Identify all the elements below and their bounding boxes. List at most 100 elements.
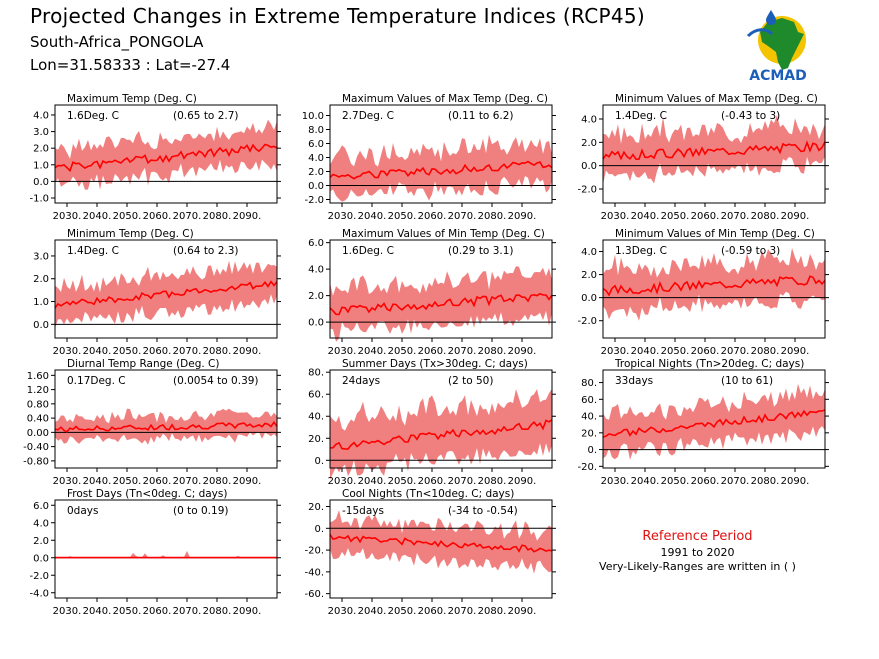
chart-fd: 6.0 4.0 2.0 0.0 -2.0 -4.0 2030. 2040. 2050. 2060.… — [29, 488, 281, 617]
median-line — [54, 143, 278, 173]
median-line — [602, 409, 826, 438]
x-tick-label: 2040. — [631, 346, 660, 357]
chart-su: 80.60.40.20.0.2030. 2040. 2050. 2060. 2070. 2… — [308, 358, 556, 487]
x-tick-label: 2080. — [203, 606, 232, 617]
plot-frame — [329, 239, 553, 339]
x-tick-label: 2080. — [478, 476, 507, 487]
x-tick-label: 2030. — [601, 346, 630, 357]
x-tick-label: 2040. — [631, 476, 660, 487]
y-tick-label: -40. — [304, 567, 324, 578]
chart-title: Minimum Temp (Deg. C) — [67, 228, 194, 240]
y-tick-label: 0. — [587, 445, 597, 456]
y-tick-label: 0. — [314, 456, 324, 467]
x-tick-label: 2060. — [691, 476, 720, 487]
x-tick-label: 2030. — [328, 606, 357, 617]
chart-range: (0.0054 to 0.39) — [173, 375, 259, 387]
y-tick-label: 4.0 — [581, 247, 597, 258]
x-tick-label: 2060. — [418, 211, 447, 222]
median-line — [602, 140, 826, 161]
y-tick-label: 0.80 — [27, 399, 49, 410]
x-tick-label: 2040. — [358, 476, 387, 487]
x-tick-label: 2060. — [143, 476, 172, 487]
y-tick-label: 0.0 — [308, 318, 324, 329]
x-tick-label: 2060. — [143, 346, 172, 357]
x-tick-label: 2080. — [478, 606, 507, 617]
y-tick-label: 6.0 — [308, 238, 324, 249]
y-tick-label: 3.0 — [33, 127, 49, 138]
x-tick-label: 2070. — [173, 476, 202, 487]
y-tick-label: 40. — [581, 412, 597, 423]
chart-title: Maximum Temp (Deg. C) — [67, 93, 197, 105]
chart-range: (-0.43 to 3) — [721, 110, 780, 122]
median-line — [329, 419, 553, 450]
x-tick-label: 2050. — [388, 211, 417, 222]
y-tick-label: -2.0 — [29, 571, 49, 582]
y-tick-label: 1.0 — [33, 297, 49, 308]
median-line — [54, 420, 278, 433]
y-tick-label: 2.0 — [581, 138, 597, 149]
x-tick-label: 2080. — [478, 346, 507, 357]
x-tick-label: 2050. — [661, 476, 690, 487]
y-tick-label: 4.0 — [581, 115, 597, 126]
y-tick-label: 4.0 — [308, 153, 324, 164]
y-tick-label: -0.40 — [23, 442, 49, 453]
range-band — [55, 550, 277, 558]
chart-summary: 24days — [342, 375, 380, 387]
y-tick-label: 2.0 — [308, 167, 324, 178]
median-line — [602, 275, 826, 297]
x-tick-label: 2090. — [781, 211, 810, 222]
x-tick-label: 2050. — [388, 346, 417, 357]
x-tick-label: 2040. — [358, 211, 387, 222]
y-tick-label: 3.0 — [33, 251, 49, 262]
chart-range: (0.65 to 2.7) — [173, 110, 239, 122]
y-tick-label: -20. — [304, 546, 324, 557]
x-tick-label: 2040. — [83, 211, 112, 222]
range-band — [603, 247, 825, 321]
chart-title: Summer Days (Tx>30deg. C; days) — [342, 358, 528, 370]
chart-title: Maximum Values of Max Temp (Deg. C) — [342, 93, 548, 105]
chart-title: Maximum Values of Min Temp (Deg. C) — [342, 228, 545, 240]
y-tick-label: 6.0 — [308, 139, 324, 150]
chart-summary: 33days — [615, 375, 653, 387]
chart-range: (0.29 to 3.1) — [448, 245, 514, 257]
chart-tnmean: 3.0 2.0 1.0 0.0 2030. 2040. 2050. 2060. 2070. 208… — [33, 228, 281, 357]
x-tick-label: 2090. — [233, 606, 262, 617]
x-tick-label: 2090. — [508, 211, 537, 222]
y-tick-label: 4.0 — [308, 265, 324, 276]
plot-frame — [54, 104, 278, 204]
y-tick-label: 1.0 — [33, 160, 49, 171]
x-tick-label: 2090. — [233, 476, 262, 487]
y-tick-label: 80. — [308, 368, 324, 379]
x-tick-label: 2070. — [448, 211, 477, 222]
y-tick-label: 0. — [314, 524, 324, 535]
x-tick-label: 2070. — [721, 476, 750, 487]
x-tick-label: 2050. — [113, 476, 142, 487]
y-tick-label: 2.0 — [308, 291, 324, 302]
plot-frame — [329, 369, 553, 469]
y-tick-label: 0.0 — [33, 177, 49, 188]
chart-range: (0 to 0.19) — [173, 505, 228, 517]
chart-range: (-0.59 to 3) — [721, 245, 780, 257]
chart-title: Diurnal Temp Range (Deg. C) — [67, 358, 219, 370]
plot-frame — [329, 104, 553, 204]
x-tick-label: 2080. — [751, 211, 780, 222]
chart-range: (10 to 61) — [721, 375, 773, 387]
x-tick-label: 2090. — [508, 346, 537, 357]
y-tick-label: 0.0 — [308, 181, 324, 192]
x-tick-label: 2030. — [601, 211, 630, 222]
reference-period: 1991 to 2020 — [660, 546, 735, 559]
plot-frame — [602, 104, 826, 204]
reference-range-note: Very-Likely-Ranges are written in ( ) — [599, 560, 796, 573]
chart-cn: 20. 0. -20. -40. -60. 2030. 2040. 2050. 2060. 207… — [304, 488, 556, 617]
x-tick-label: 2030. — [53, 606, 82, 617]
chart-tr: 80.60.40.20.0.-20.2030. 2040. 2050. 2060. 20… — [577, 358, 829, 487]
y-tick-label: -20. — [577, 462, 597, 473]
x-tick-label: 2040. — [358, 346, 387, 357]
chart-summary: 1.6Deg. C — [342, 245, 394, 257]
page-title: Projected Changes in Extreme Temperature… — [30, 4, 646, 28]
x-tick-label: 2090. — [233, 346, 262, 357]
africa-map-icon — [746, 10, 806, 70]
y-tick-label: 2.0 — [33, 536, 49, 547]
